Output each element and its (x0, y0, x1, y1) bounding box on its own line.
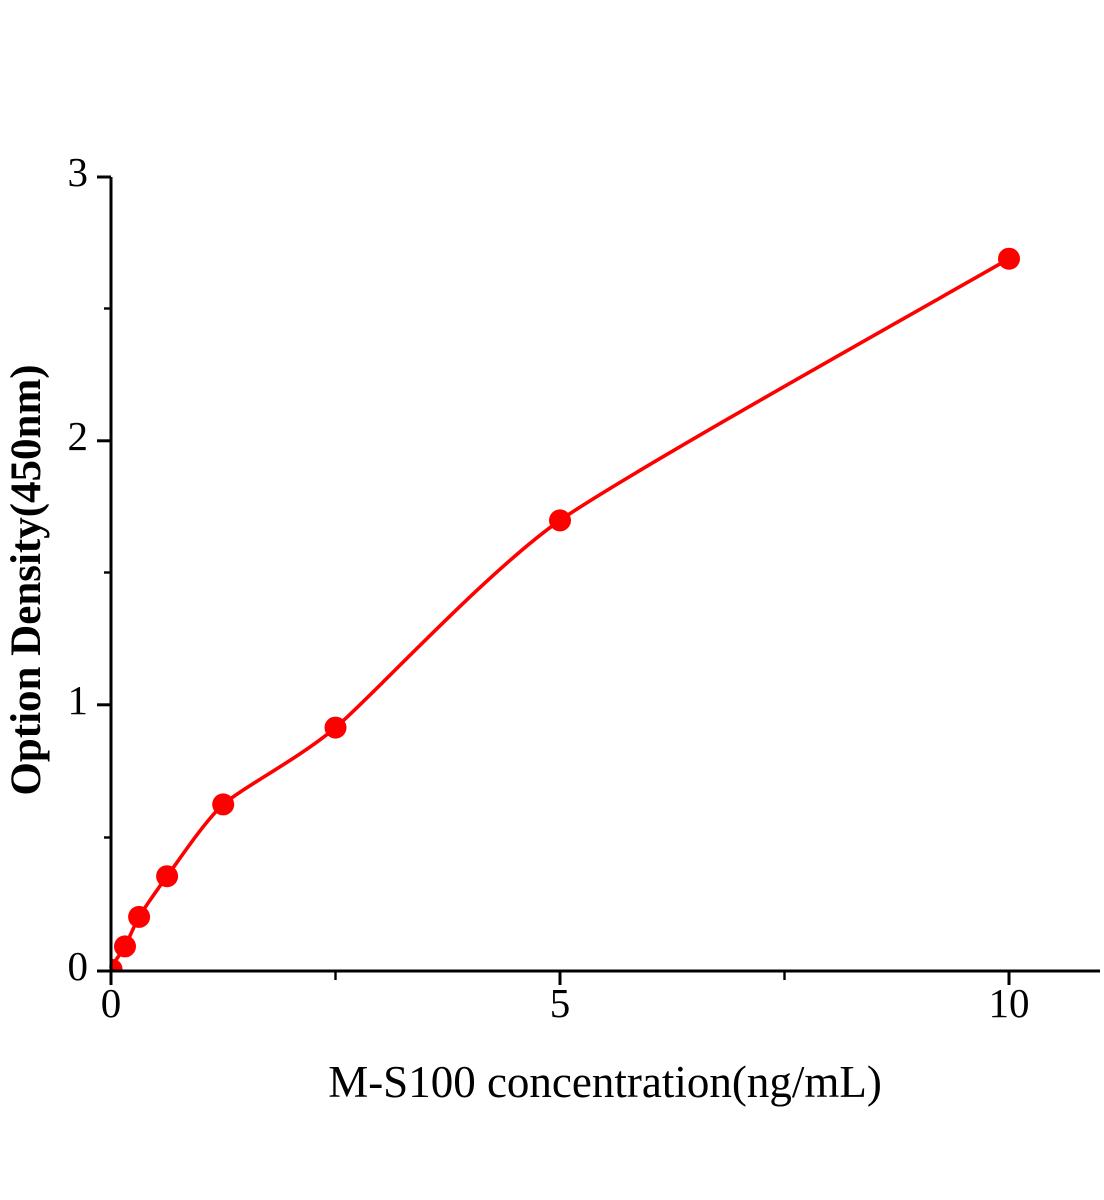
svg-text:2: 2 (68, 413, 89, 459)
svg-text:0: 0 (68, 943, 89, 989)
svg-text:0: 0 (101, 980, 122, 1026)
svg-text:3: 3 (68, 149, 89, 195)
svg-text:Option Density(450nm): Option Density(450nm) (3, 364, 50, 795)
svg-text:10: 10 (989, 980, 1030, 1026)
svg-text:1: 1 (68, 677, 89, 723)
svg-text:5: 5 (550, 980, 571, 1026)
svg-text:M-S100 concentration(ng/mL): M-S100 concentration(ng/mL) (328, 1057, 882, 1107)
